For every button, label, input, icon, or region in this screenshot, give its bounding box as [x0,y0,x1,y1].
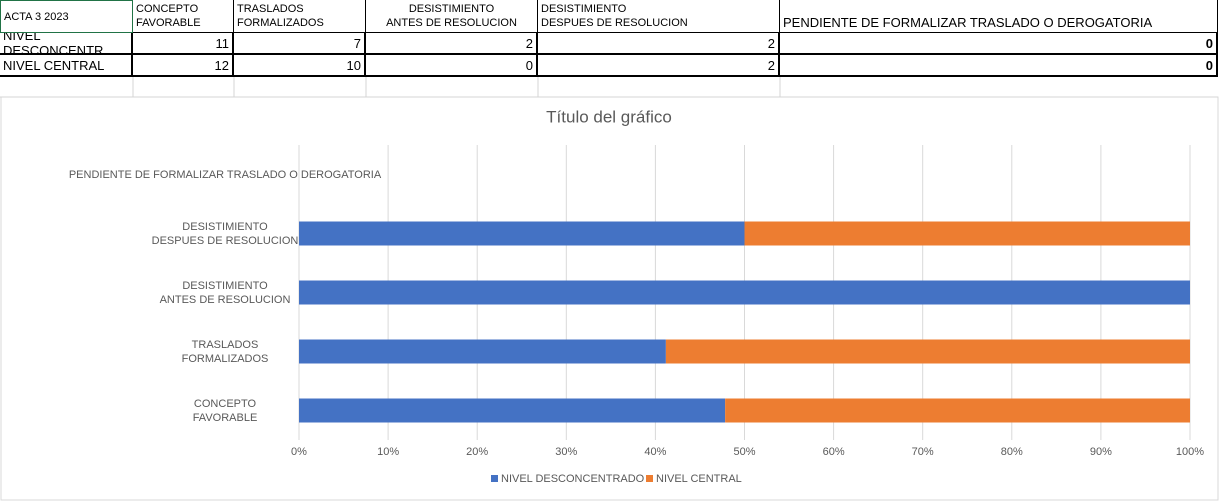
bar [299,280,1190,305]
table-cell: 0 [366,55,538,77]
bar [299,398,726,423]
x-tick-label: 0% [291,446,307,458]
table-cell: NIVEL CENTRAL [0,55,133,77]
legend-swatch [491,475,498,482]
table-cell: 11 [133,33,234,55]
y-tick-label: TRASLADOS FORMALIZADOS [181,338,269,365]
table-cell: 10 [234,55,366,77]
y-tick-label: CONCEPTO FAVORABLE [192,397,258,424]
table-cell: 7 [234,33,366,55]
table-cell: 2 [366,33,538,55]
table-cell: NIVEL DESCONCENTR [0,33,133,55]
header-cell: ACTA 3 2023 [0,0,133,33]
x-tick-label: 100% [1176,446,1204,458]
x-tick-label: 20% [466,446,488,458]
x-tick-label: 70% [912,446,934,458]
bar [725,398,1190,423]
y-tick-label: DESISTIMIENTO ANTES DE RESOLUCION [159,279,291,306]
table-cell: 12 [133,55,234,77]
table-cell: 2 [538,33,780,55]
x-tick-label: 50% [733,446,755,458]
x-tick-label: 80% [1001,446,1023,458]
bar [665,339,1190,364]
bar [299,221,745,246]
y-tick-label: DESISTIMIENTO DESPUES DE RESOLUCION [151,220,299,247]
legend-label: NIVEL DESCONCENTRADO [501,473,645,485]
chart-title: Título del gráfico [546,107,672,126]
x-tick-label: 60% [823,446,845,458]
table-cell: 0 [780,33,1218,55]
bar [299,339,666,364]
legend-swatch [646,475,653,482]
x-tick-label: 10% [377,446,399,458]
header-cell: DESISTIMIENTO ANTES DE RESOLUCION [366,0,538,33]
x-tick-label: 40% [644,446,666,458]
header-cell: TRASLADOS FORMALIZADOS [234,0,366,33]
x-tick-label: 90% [1090,446,1112,458]
x-tick-label: 30% [555,446,577,458]
header-cell: CONCEPTO FAVORABLE [133,0,234,33]
table-cell: 2 [538,55,780,77]
table-cell: 0 [780,55,1218,77]
legend-label: NIVEL CENTRAL [656,473,742,485]
header-cell: PENDIENTE DE FORMALIZAR TRASLADO O DEROG… [780,0,1218,33]
y-tick-label: PENDIENTE DE FORMALIZAR TRASLADO O DEROG… [68,168,382,181]
bar [744,221,1190,246]
header-cell: DESISTIMIENTO DESPUES DE RESOLUCION [538,0,780,33]
